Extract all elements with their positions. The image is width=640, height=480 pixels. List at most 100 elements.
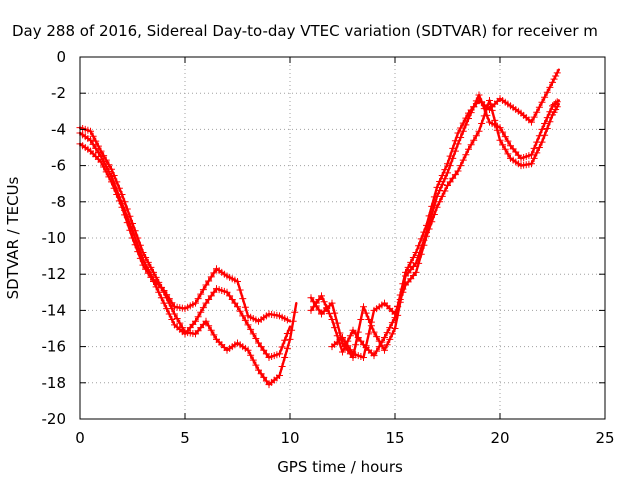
data-point [163, 305, 171, 313]
data-point [202, 299, 210, 307]
data-point [420, 228, 428, 236]
data-point [441, 187, 449, 195]
data-point [459, 119, 467, 127]
data-point [207, 326, 215, 334]
data-point [168, 315, 176, 323]
data-point [444, 182, 451, 190]
data-point [236, 286, 244, 294]
data-point [530, 144, 538, 152]
data-point [375, 343, 383, 351]
data-point [446, 178, 454, 186]
data-point [501, 133, 509, 141]
data-point [451, 137, 459, 145]
data-point [115, 197, 123, 205]
data-point [312, 299, 320, 307]
data-point [483, 104, 491, 112]
data-point [126, 226, 134, 234]
grid-layer [80, 57, 605, 419]
data-point [147, 273, 155, 281]
data-point [129, 234, 136, 242]
data-point [118, 203, 126, 211]
data-point [121, 211, 129, 219]
data-point [367, 318, 375, 326]
data-point [457, 162, 465, 170]
data-point [197, 290, 205, 298]
data-point [260, 346, 268, 354]
data-point [352, 341, 360, 349]
data-point [553, 69, 561, 77]
markers-track-f [328, 96, 561, 361]
data-point [386, 335, 394, 343]
data-point [454, 129, 462, 137]
data-point [538, 125, 546, 133]
data-point [451, 171, 459, 179]
data-point [433, 203, 441, 211]
data-point [139, 261, 147, 269]
data-point [472, 132, 480, 140]
data-point [228, 296, 236, 304]
data-point [370, 352, 378, 360]
data-point [210, 269, 218, 277]
data-point [454, 167, 462, 175]
data-point [546, 118, 554, 126]
series-layer [76, 68, 561, 389]
data-point [383, 329, 391, 337]
data-point [381, 334, 388, 342]
data-point [94, 148, 102, 156]
y-tick-label: -18 [42, 374, 67, 392]
data-point [173, 315, 181, 323]
data-point [462, 151, 470, 159]
data-point [388, 330, 396, 338]
data-point [344, 342, 352, 350]
data-point [541, 131, 549, 139]
data-point [541, 120, 549, 128]
data-point [438, 172, 446, 180]
data-point [142, 265, 150, 273]
data-point [436, 177, 444, 185]
data-point [549, 78, 556, 86]
data-point [373, 333, 381, 341]
data-point [465, 145, 472, 153]
data-point [543, 124, 551, 132]
data-point [150, 277, 157, 285]
data-point [354, 334, 362, 342]
data-point [131, 241, 139, 249]
data-point [123, 219, 131, 227]
data-point [87, 127, 94, 135]
data-point [504, 150, 512, 158]
data-point [493, 126, 501, 134]
data-point [257, 370, 265, 378]
markers-track-d [307, 91, 561, 361]
data-point [197, 308, 205, 316]
data-point [241, 316, 249, 324]
data-point [528, 160, 535, 168]
data-point [252, 334, 260, 342]
data-point [192, 299, 199, 307]
data-point [231, 299, 239, 307]
data-point [257, 343, 265, 351]
data-point [365, 330, 373, 338]
data-point [210, 288, 218, 296]
data-point [176, 319, 184, 327]
data-point [446, 152, 454, 160]
data-point [486, 96, 493, 104]
x-tick-label: 10 [280, 429, 299, 447]
data-point [341, 338, 349, 346]
data-point [315, 296, 323, 304]
x-tick-label: 25 [595, 429, 614, 447]
data-point [480, 112, 488, 120]
data-point [291, 308, 299, 316]
data-point [360, 303, 367, 311]
data-point [541, 93, 549, 101]
data-point [226, 292, 234, 300]
data-point [333, 319, 341, 327]
data-point [331, 324, 339, 332]
data-point [417, 250, 425, 258]
data-point [535, 144, 543, 151]
data-point [97, 158, 105, 166]
data-point [152, 283, 160, 291]
data-point [428, 218, 436, 226]
data-point [425, 212, 433, 220]
data-point [207, 292, 215, 300]
data-point [234, 303, 241, 311]
